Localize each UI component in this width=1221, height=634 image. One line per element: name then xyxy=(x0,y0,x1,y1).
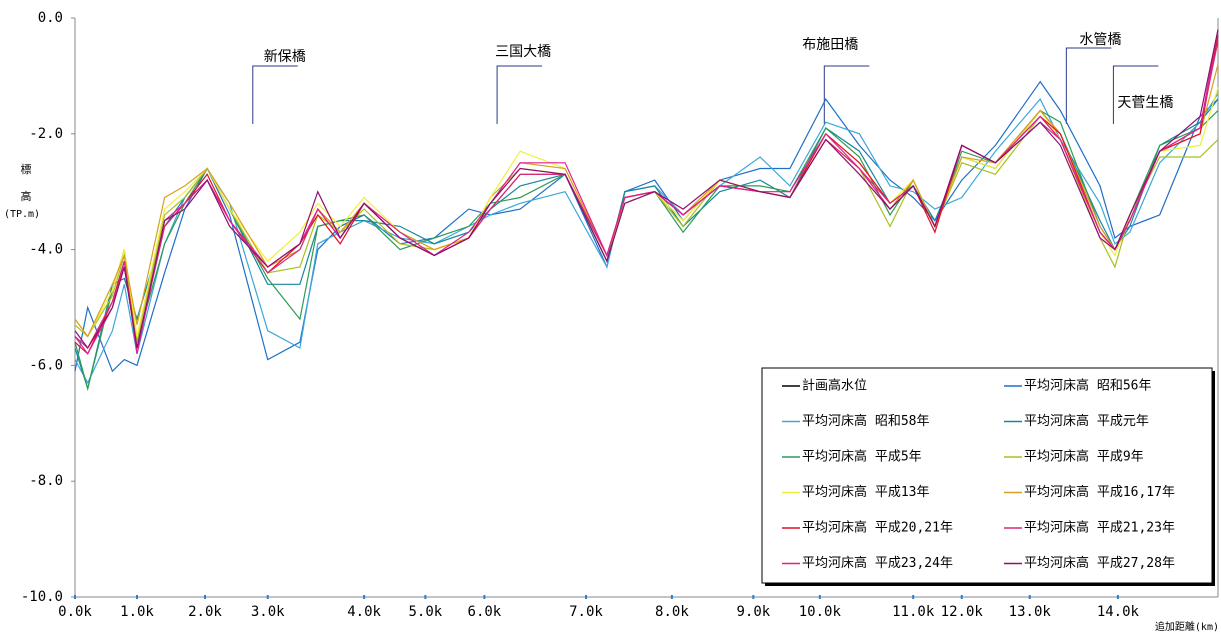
x-tick-label: 6.0k xyxy=(468,604,502,620)
x-tick-label: 0.0k xyxy=(58,604,92,620)
y-tick-label: -4.0 xyxy=(29,242,63,258)
y-axis-label: (TP.m) xyxy=(4,209,40,220)
x-tick-label: 4.0k xyxy=(347,604,381,620)
x-tick-label: 1.0k xyxy=(120,604,154,620)
y-tick-label: -8.0 xyxy=(29,473,63,489)
legend-label: 平均河床高 平成16,17年 xyxy=(1024,484,1175,500)
legend-label: 平均河床高 昭和56年 xyxy=(1024,378,1151,394)
x-tick-label: 8.0k xyxy=(655,604,689,620)
annotation-bracket xyxy=(1112,65,1159,124)
annotation-label: 布施田橋 xyxy=(802,37,858,53)
annotation-label: 三国大橋 xyxy=(495,44,551,60)
x-tick-label: 3.0k xyxy=(251,604,285,620)
y-tick-label: -10.0 xyxy=(21,589,63,605)
x-tick-label: 9.0k xyxy=(736,604,770,620)
annotation-bracket xyxy=(823,65,870,124)
series-line xyxy=(74,29,1219,350)
x-tick-label: 5.0k xyxy=(409,604,443,620)
legend-label: 平均河床高 平成27,28年 xyxy=(1024,555,1175,571)
legend-label: 計画高水位 xyxy=(802,378,867,394)
x-tick-label: 7.0k xyxy=(569,604,603,620)
legend-label: 平均河床高 昭和58年 xyxy=(802,413,929,429)
legend-box xyxy=(761,367,1213,584)
x-tick-label: 12.0k xyxy=(941,604,984,620)
y-tick-label: -6.0 xyxy=(29,357,63,373)
x-tick-label: 13.0k xyxy=(1009,604,1052,620)
y-axis-label: 高 xyxy=(21,189,32,203)
x-tick-label: 2.0k xyxy=(188,604,222,620)
x-tick-label: 11.0k xyxy=(892,604,935,620)
legend-label: 平均河床高 平成5年 xyxy=(802,449,922,465)
annotation-bracket xyxy=(252,65,298,124)
annotation-bracket xyxy=(496,65,543,124)
annotation-label: 水管橋 xyxy=(1079,32,1121,48)
x-axis-label: 追加距離(km) xyxy=(1155,620,1219,633)
y-tick-label: 0.0 xyxy=(38,10,63,26)
x-tick-label: 14.0k xyxy=(1097,604,1140,620)
legend-label: 平均河床高 平成23,24年 xyxy=(802,555,953,571)
y-axis-label: 標 xyxy=(21,162,32,176)
y-tick-label: -2.0 xyxy=(29,126,63,142)
legend-label: 平均河床高 平成元年 xyxy=(1024,413,1149,429)
legend-label: 平均河床高 平成20,21年 xyxy=(802,520,953,536)
annotation-bracket xyxy=(1065,47,1112,124)
x-tick-label: 10.0k xyxy=(799,604,842,620)
legend-label: 平均河床高 平成21,23年 xyxy=(1024,520,1175,536)
legend-label: 平均河床高 平成13年 xyxy=(802,484,929,500)
annotation-label: 新保橋 xyxy=(264,49,306,65)
annotation-label: 天菅生橋 xyxy=(1117,95,1173,111)
legend-label: 平均河床高 平成9年 xyxy=(1024,449,1144,465)
